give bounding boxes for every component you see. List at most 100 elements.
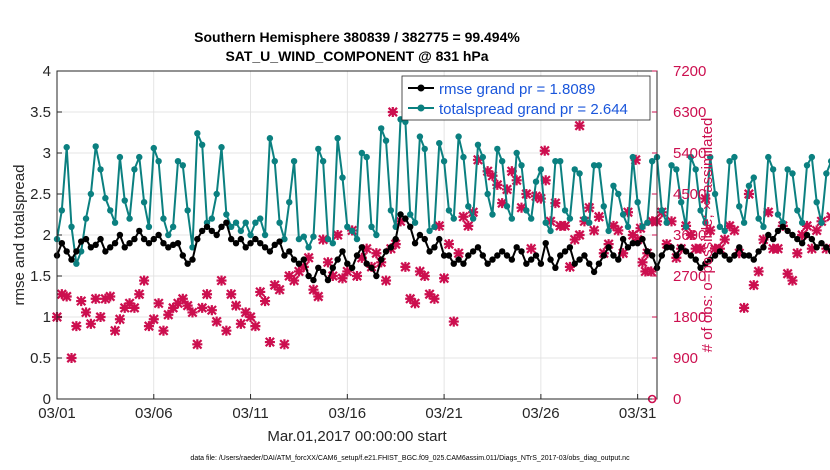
obs-marker-stroke [327,270,338,282]
obs-marker [269,280,280,291]
obs-marker [550,198,561,209]
obs-marker [105,291,116,302]
obs-marker-stroke [255,286,266,297]
obs-marker [630,154,641,165]
totalspread-point [68,223,75,230]
obs-marker [646,266,657,277]
rmse-point [518,248,525,255]
obs-marker-stroke [539,145,550,156]
totalspread-point [702,219,709,226]
rmse-point [484,260,491,267]
obs-marker-stroke [506,166,517,177]
totalspread-point [494,145,501,153]
obs-marker-stroke [143,321,154,332]
obs-marker [395,216,406,227]
obs-marker [337,273,348,284]
totalspread-point [465,203,472,210]
obs-marker [201,289,213,300]
totalspread-point [610,182,617,189]
rmse-point [315,264,322,271]
chart-subtitle: SAT_U_WIND_COMPONENT @ 831 hPa [225,48,488,64]
obs-marker-stroke [530,191,542,202]
left-tick-label: 0.5 [30,350,51,367]
rmse-point [557,252,564,259]
totalspread-point [523,207,530,214]
totalspread-point [711,190,719,198]
totalspread-point [97,166,104,173]
obs-marker [351,270,363,282]
totalspread-point [348,227,356,235]
obs-marker-stroke [269,280,280,291]
legend-rmse-label: rmse grand pr = 1.8089 [439,81,595,98]
obs-marker [739,302,750,313]
obs-marker [429,293,440,304]
x-axis-ticks: 03/01 03/06 03/11 03/16 03/21 03/26 03/31 [38,394,656,422]
obs-marker [289,275,300,286]
obs-marker-stroke [584,202,595,213]
totalspread-point [382,137,390,144]
totalspread-point [431,223,438,230]
totalspread-point [73,260,80,267]
obs-marker-stroke [395,216,406,227]
totalspread-point [87,190,95,198]
obs-marker-stroke [192,339,203,350]
obs-marker [792,248,803,259]
rmse-point [523,260,530,267]
obs-marker [787,275,798,286]
rmse-point [648,252,656,259]
obs-marker [743,188,754,200]
obs-marker [264,337,275,348]
obs-marker [574,120,585,131]
totalspread-point [682,223,690,230]
totalspread-point [784,166,791,173]
x-tick-label: 03/26 [522,405,560,422]
obs-marker-stroke [90,293,101,304]
obs-marker-stroke [574,229,585,241]
obs-marker-stroke [695,243,706,254]
obs-marker [380,275,392,286]
obs-marker-stroke [303,252,314,263]
totalspread-point [789,170,796,177]
obs-marker [574,229,585,241]
obs-marker-stroke [197,302,208,313]
rmse-point [479,252,487,259]
left-axis-ticks: 0 0.5 1 1.5 2 2.5 3 3.5 4 [30,63,62,408]
obs-marker-stroke [724,220,735,231]
obs-marker-stroke [705,225,716,236]
obs-marker-stroke [743,188,754,200]
rmse-point [469,248,477,255]
totalspread-point [765,153,772,161]
rmse-point [494,252,501,259]
obs-marker-stroke [685,229,696,241]
rmse-point [194,235,201,243]
obs-marker-stroke [792,248,803,259]
rmse-point [257,240,264,247]
obs-marker [322,257,334,268]
totalspread-point [813,199,820,206]
rmse-point [498,248,506,255]
totalspread-point [586,219,593,226]
totalspread-point [131,166,138,173]
obs-marker [216,275,227,286]
obs-marker [308,284,319,295]
obs-marker-stroke [158,325,169,336]
obs-marker [497,198,508,209]
rmse-point [87,244,95,251]
totalspread-point [208,215,216,222]
x-tick-label: 03/11 [232,405,268,422]
totalspread-point [479,153,487,161]
rmse-point [707,256,714,263]
rmse-point [697,264,704,271]
obs-marker [439,273,450,284]
obs-marker-stroke [322,257,334,268]
obs-marker [361,243,372,254]
obs-marker [719,234,730,245]
obs-marker-stroke [274,284,285,295]
rmse-point [590,268,598,276]
obs-marker [327,270,338,282]
totalspread-point [750,174,757,181]
obs-marker [255,286,266,297]
totalspread-point [644,219,651,226]
obs-marker [293,266,304,277]
rmse-point [82,235,90,243]
